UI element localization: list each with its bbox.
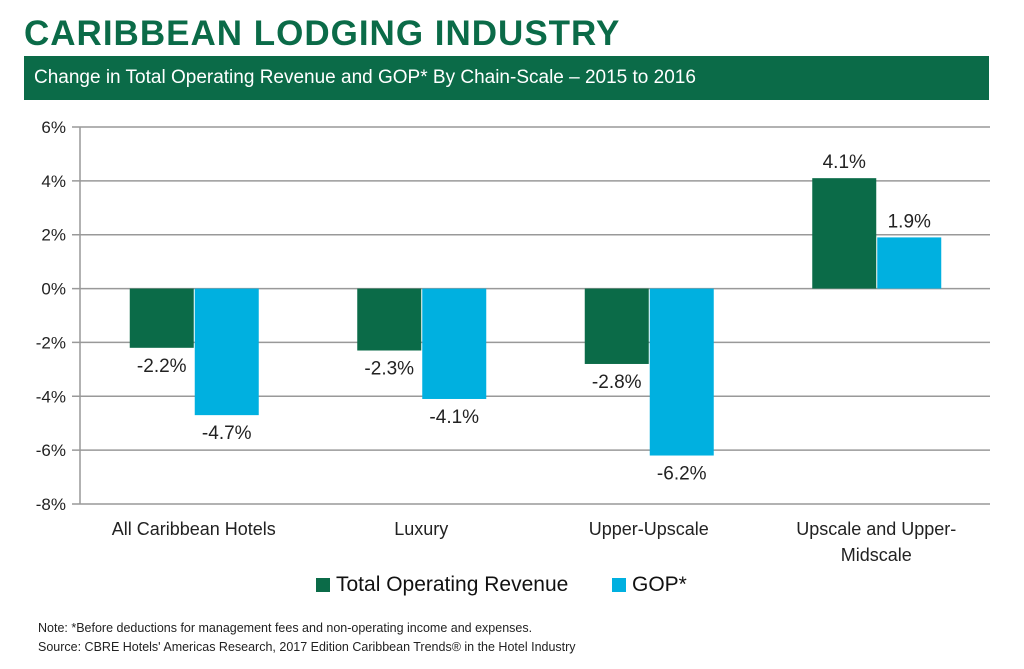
x-tick-label: Midscale <box>841 545 912 565</box>
bar-revenue <box>129 288 194 348</box>
y-tick-label: -8% <box>36 495 66 514</box>
y-tick-label: 6% <box>41 118 66 137</box>
source-note: Source: CBRE Hotels' Americas Research, … <box>38 640 576 654</box>
bar-gop <box>877 237 942 289</box>
chart-subtitle: Change in Total Operating Revenue and GO… <box>24 56 989 100</box>
data-label: -6.2% <box>657 464 707 485</box>
page-title: CARIBBEAN LODGING INDUSTRY <box>24 14 621 53</box>
y-tick-label: -2% <box>36 333 66 352</box>
data-label: -2.8% <box>592 372 642 393</box>
y-tick-label: 2% <box>41 226 66 245</box>
legend-swatch <box>612 578 626 592</box>
data-label: -2.2% <box>137 356 187 377</box>
legend-item-gop: GOP* <box>612 573 687 597</box>
y-tick-label: -4% <box>36 387 66 406</box>
bar-gop <box>422 288 487 399</box>
x-tick-label: Upscale and Upper- <box>796 519 956 539</box>
legend-label: Total Operating Revenue <box>336 573 569 596</box>
bar-gop <box>194 288 259 416</box>
data-label: -4.1% <box>429 407 479 428</box>
legend-swatch <box>316 578 330 592</box>
y-tick-label: -6% <box>36 441 66 460</box>
bar-gop <box>649 288 714 456</box>
legend-label: GOP* <box>632 573 687 596</box>
legend-item-revenue: Total Operating Revenue <box>316 573 568 597</box>
bar-revenue <box>812 178 877 289</box>
x-tick-label: Upper-Upscale <box>589 519 709 539</box>
y-tick-label: 0% <box>41 280 66 299</box>
data-label: 4.1% <box>823 152 866 173</box>
footnote: Note: *Before deductions for management … <box>38 621 533 635</box>
data-label: 1.9% <box>888 211 931 232</box>
data-label: -2.3% <box>364 359 414 380</box>
y-tick-label: 4% <box>41 172 66 191</box>
x-tick-label: All Caribbean Hotels <box>112 519 276 539</box>
bar-revenue <box>584 288 649 364</box>
x-tick-label: Luxury <box>394 519 448 539</box>
bar-revenue <box>357 288 422 351</box>
data-label: -4.7% <box>202 423 252 444</box>
